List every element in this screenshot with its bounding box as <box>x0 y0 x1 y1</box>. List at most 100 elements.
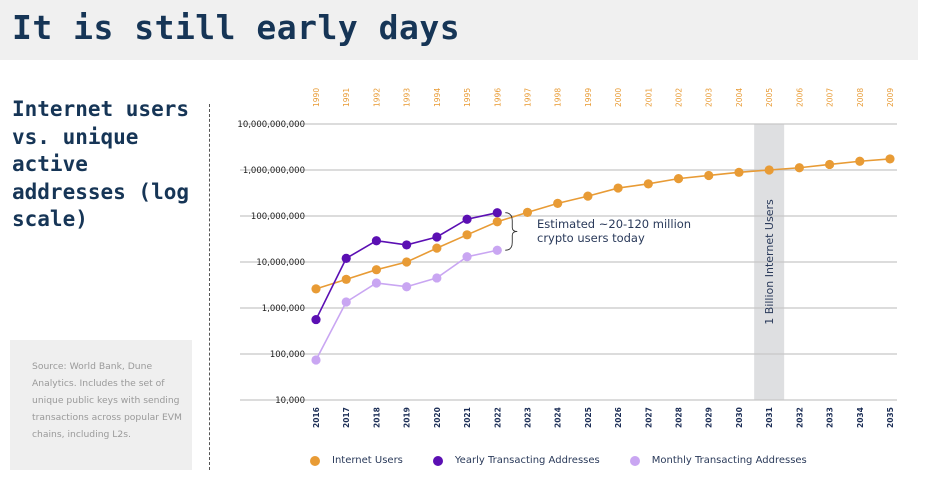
chart-subtitle: Internet users vs. unique active address… <box>12 97 190 231</box>
x-top-tick-label: 1996 <box>493 88 502 107</box>
x-tick-label: 2035 <box>886 407 895 428</box>
data-point <box>673 174 684 184</box>
crypto-users-annotation: crypto users today <box>537 231 645 245</box>
data-point <box>492 217 502 227</box>
x-top-tick-label: 1994 <box>433 88 442 107</box>
data-point <box>371 265 382 275</box>
x-tick-label: 2021 <box>463 407 472 428</box>
data-point <box>432 243 442 253</box>
data-point <box>311 284 321 294</box>
data-point <box>462 252 472 262</box>
legend-dot-icon <box>310 455 320 466</box>
header-band: It is still early days <box>0 0 918 60</box>
data-point <box>402 282 412 292</box>
x-tick-label: 2030 <box>735 407 744 428</box>
data-point <box>734 167 744 177</box>
band-annotation: 1 Billion Internet Users <box>763 199 776 325</box>
data-point <box>432 273 442 283</box>
x-tick-label: 2032 <box>795 407 804 428</box>
source-note: Source: World Bank, Dune Analytics. Incl… <box>32 361 182 440</box>
dashed-divider <box>209 104 210 470</box>
x-tick-label: 2019 <box>403 407 412 428</box>
x-top-tick-label: 2000 <box>614 88 623 107</box>
data-point <box>553 198 563 208</box>
x-top-tick-label: 1990 <box>312 88 321 107</box>
x-tick-label: 2017 <box>342 407 351 428</box>
data-point <box>855 156 865 166</box>
data-point <box>402 240 412 250</box>
x-tick-label: 2029 <box>705 407 714 428</box>
x-tick-label: 2034 <box>856 407 865 428</box>
legend-label: Monthly Transacting Addresses <box>651 455 807 466</box>
data-point <box>492 245 502 255</box>
y-tick-label: 10,000 <box>275 396 305 406</box>
y-tick-label: 1,000,000 <box>262 304 305 314</box>
y-tick-label: 10,000,000,000 <box>237 120 305 130</box>
legend-label: Yearly Transacting Addresses <box>454 455 600 466</box>
legend: Internet Users Yearly Transacting Addres… <box>310 455 837 466</box>
x-tick-label: 2023 <box>523 407 532 428</box>
x-top-tick-label: 1999 <box>584 88 593 107</box>
x-top-tick-label: 2009 <box>886 88 895 107</box>
data-point <box>462 230 472 240</box>
data-point <box>341 253 351 263</box>
crypto-users-annotation: Estimated ~20-120 million <box>537 217 691 231</box>
data-point <box>371 278 382 288</box>
data-point <box>462 214 472 224</box>
data-point <box>704 170 714 181</box>
data-point <box>522 207 533 217</box>
x-tick-label: 2024 <box>554 407 563 428</box>
source-box: Source: World Bank, Dune Analytics. Incl… <box>10 340 192 470</box>
y-tick-label: 100,000 <box>270 350 305 360</box>
data-point <box>402 257 412 267</box>
x-top-tick-label: 1997 <box>523 88 532 107</box>
data-point <box>794 163 804 173</box>
y-tick-label: 100,000,000 <box>251 212 305 222</box>
x-tick-label: 2028 <box>675 407 684 428</box>
data-point <box>613 183 623 193</box>
x-tick-label: 2031 <box>765 407 774 428</box>
y-tick-label: 10,000,000 <box>256 258 305 268</box>
x-top-tick-label: 2005 <box>765 88 774 107</box>
x-top-tick-label: 1991 <box>342 88 351 107</box>
x-tick-label: 2016 <box>312 407 321 428</box>
series-line-0 <box>315 158 891 290</box>
x-tick-label: 2033 <box>826 407 835 428</box>
data-point <box>764 165 774 175</box>
legend-label: Internet Users <box>332 455 403 466</box>
legend-dot-icon <box>629 455 640 466</box>
x-tick-label: 2027 <box>644 407 653 428</box>
data-point <box>432 232 442 242</box>
x-tick-label: 2025 <box>584 407 593 428</box>
x-top-tick-label: 2007 <box>826 88 835 107</box>
legend-item-yearly: Yearly Transacting Addresses <box>432 455 600 466</box>
x-top-tick-label: 2004 <box>735 88 744 107</box>
x-tick-label: 2026 <box>614 407 623 428</box>
data-point <box>492 208 502 218</box>
brace-icon <box>505 212 518 251</box>
x-top-tick-label: 1992 <box>372 88 381 107</box>
legend-dot-icon <box>432 455 443 466</box>
data-point <box>643 179 653 189</box>
y-tick-label: 1,000,000,000 <box>243 166 305 176</box>
x-tick-label: 2022 <box>493 407 502 428</box>
legend-item-monthly: Monthly Transacting Addresses <box>629 455 807 466</box>
x-tick-label: 2020 <box>433 407 442 428</box>
data-point <box>371 236 382 246</box>
page-title: It is still early days <box>12 8 461 47</box>
data-point <box>311 355 321 365</box>
legend-item-internet-users: Internet Users <box>310 455 403 466</box>
x-top-tick-label: 2002 <box>675 88 684 107</box>
x-tick-label: 2018 <box>372 407 381 428</box>
data-point <box>583 191 593 201</box>
data-point <box>341 297 351 307</box>
x-top-tick-label: 1995 <box>463 88 472 107</box>
x-top-tick-label: 2006 <box>795 88 804 107</box>
data-point <box>824 159 835 170</box>
x-top-tick-label: 2003 <box>705 88 714 107</box>
x-top-tick-label: 2001 <box>644 88 653 107</box>
data-point <box>341 274 351 284</box>
x-top-tick-label: 1998 <box>554 88 563 107</box>
x-top-tick-label: 2008 <box>856 88 865 107</box>
